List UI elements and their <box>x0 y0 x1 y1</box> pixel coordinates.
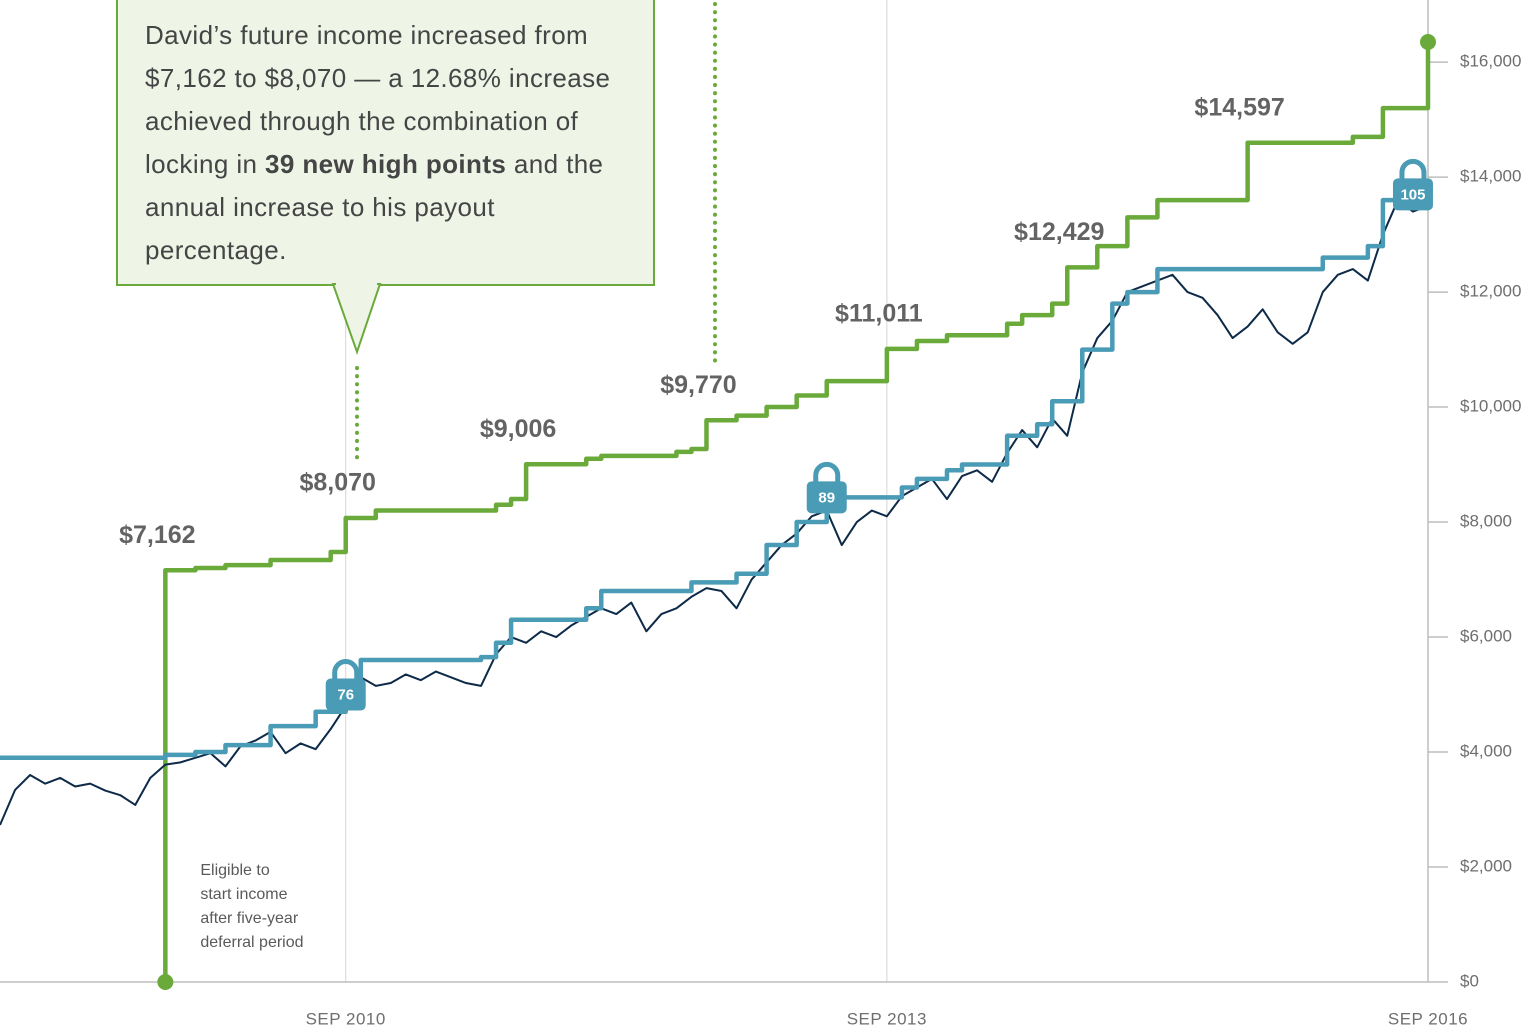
note-line: start income <box>200 886 287 903</box>
callout-pointer <box>331 283 382 356</box>
callout-box <box>116 0 655 286</box>
end-dot <box>157 974 174 990</box>
value-label: $8,070 <box>299 469 375 497</box>
x-tick-label: SEP 2010 <box>306 1009 386 1028</box>
x-tick-label: SEP 2013 <box>847 1009 927 1028</box>
y-tick-label: $10,000 <box>1460 397 1521 416</box>
lock-icon: 76 <box>325 659 366 711</box>
callout-bold: 39 new high points <box>265 149 507 179</box>
lock-body <box>1392 178 1433 211</box>
plot-layer: $7,162 $8,070 $9,006 $9,770 $11,011 $12,429 $1… <box>0 33 1436 990</box>
callout-span: David’s future income increased from $7,… <box>145 20 611 179</box>
note-line: after five-year <box>200 910 298 927</box>
value-label: $12,429 <box>1014 218 1104 246</box>
y-tick-label: $4,000 <box>1460 742 1512 761</box>
callout-span: and the annual increase to his payout pe… <box>145 149 604 265</box>
end-dot <box>1420 33 1436 50</box>
y-tick-label: $2,000 <box>1460 856 1512 875</box>
lock-shackle <box>813 461 841 486</box>
y-tick-label: $12,000 <box>1460 282 1521 301</box>
y-tick-label: $14,000 <box>1460 167 1521 186</box>
y-tick-label: $16,000 <box>1460 52 1521 71</box>
step-line <box>163 41 1431 982</box>
value-label: $7,162 <box>119 521 195 549</box>
y-tick-label: $8,000 <box>1460 512 1512 531</box>
lock-count: 89 <box>818 489 835 506</box>
y-tick-label: $0 <box>1460 971 1479 990</box>
lock-shackle <box>1399 158 1427 183</box>
lock-icon: 89 <box>806 461 847 514</box>
value-label: $9,006 <box>480 415 556 443</box>
x-tick-label: SEP 2016 <box>1388 1009 1468 1028</box>
note-line: deferral period <box>200 934 303 951</box>
callout-text: David’s future income increased from $7,… <box>145 14 635 272</box>
value-label: $9,770 <box>660 371 736 399</box>
lock-icon: 105 <box>1392 158 1433 211</box>
step-line <box>0 194 1416 761</box>
value-label: $14,597 <box>1194 93 1284 121</box>
lock-body <box>325 678 366 711</box>
y-tick-label: $6,000 <box>1460 627 1512 646</box>
callout-shape <box>116 0 717 462</box>
line <box>0 199 1429 826</box>
value-label: $11,011 <box>835 300 923 328</box>
lock-count: 105 <box>1400 186 1425 203</box>
lock-count: 76 <box>337 686 354 703</box>
lock-shackle <box>332 659 360 683</box>
lock-body <box>806 481 847 514</box>
note-line: Eligible to <box>200 862 269 879</box>
